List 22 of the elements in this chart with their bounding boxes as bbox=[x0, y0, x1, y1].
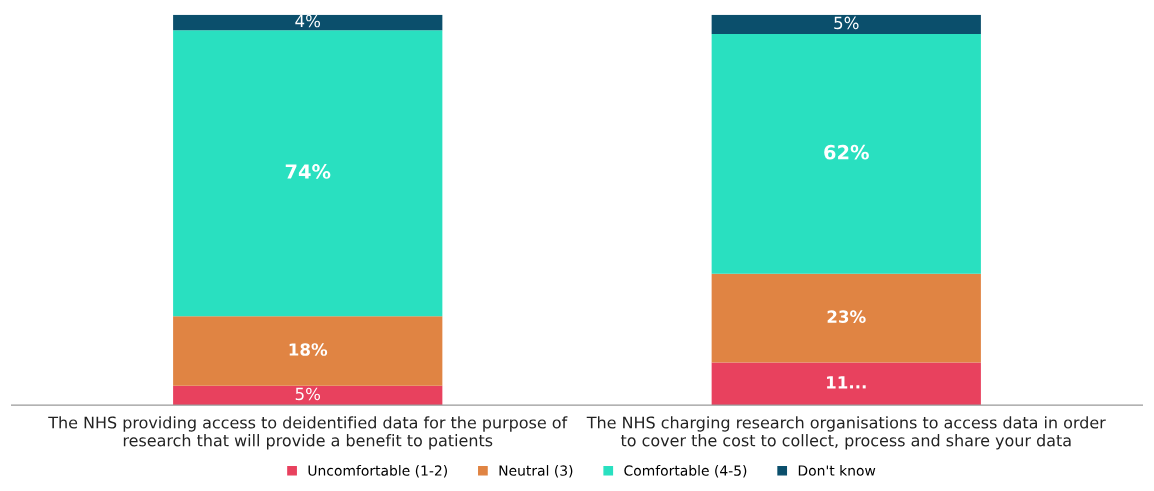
bar bbox=[711, 273, 981, 363]
data-label: 5% bbox=[834, 16, 859, 30]
bar bbox=[711, 362, 981, 406]
bar bbox=[173, 14, 443, 31]
data-label: 11... bbox=[827, 376, 866, 389]
data-label: 74% bbox=[285, 164, 331, 179]
legend-label: Comfortable (4-5) bbox=[624, 465, 747, 478]
legend-label: Neutral (3) bbox=[499, 465, 573, 478]
bar bbox=[711, 14, 981, 35]
bar bbox=[173, 316, 443, 386]
bar bbox=[173, 385, 443, 406]
data-label: 18% bbox=[289, 343, 328, 356]
x-tick-label: The NHS charging research organisations to access data in order to cover the cost to collect, process and share your data bbox=[586, 416, 1106, 450]
data-label: 4% bbox=[295, 14, 321, 28]
legend-label: Don't know bbox=[798, 465, 876, 476]
bar bbox=[711, 34, 981, 274]
bar bbox=[173, 30, 443, 317]
data-label: 62% bbox=[824, 144, 869, 160]
legend-label: Uncomfortable (1-2) bbox=[308, 465, 447, 478]
data-label: 23% bbox=[827, 310, 866, 323]
x-tick-label: The NHS providing access to deidentified data for the purpose of research that will provide a benefit to patients bbox=[48, 416, 568, 450]
data-label: 5% bbox=[295, 387, 321, 401]
